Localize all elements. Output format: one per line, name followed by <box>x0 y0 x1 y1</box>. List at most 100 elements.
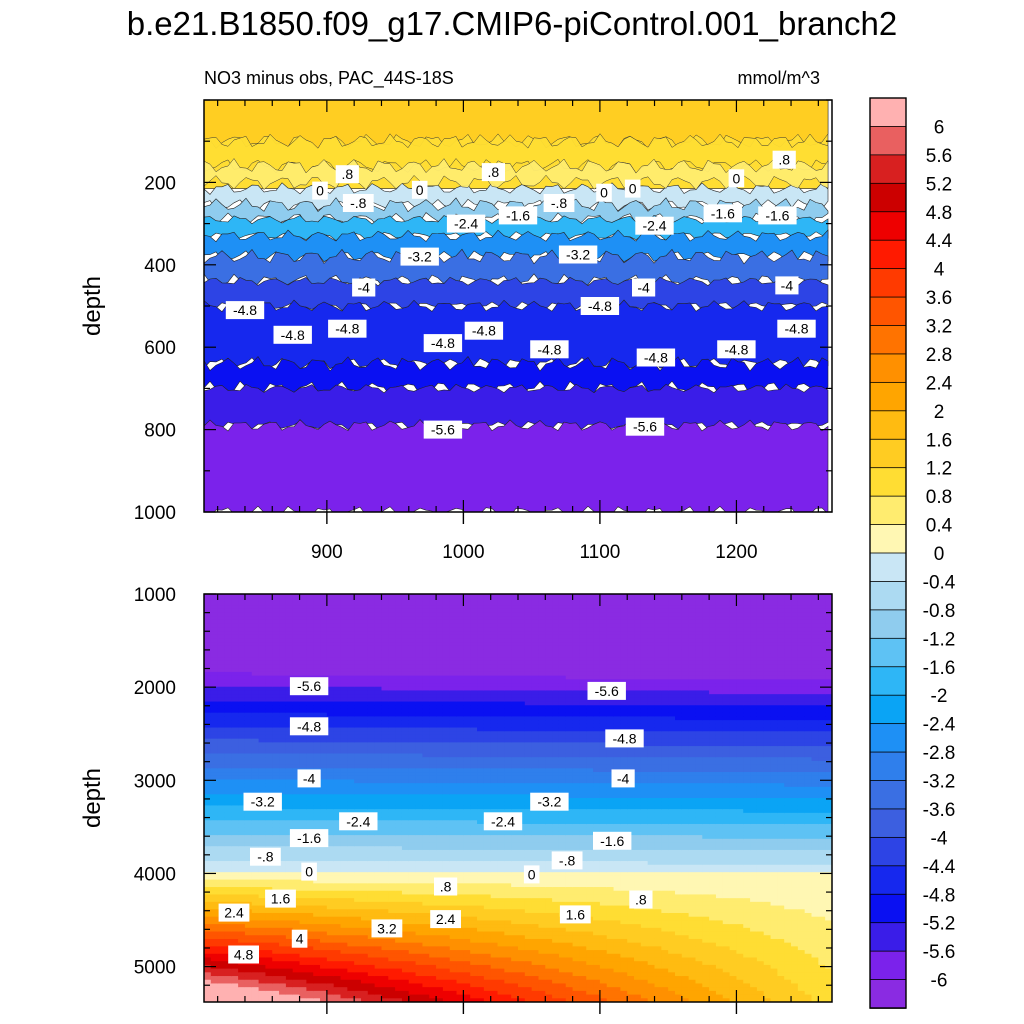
lower-cell <box>224 664 232 669</box>
lower-cell <box>470 594 478 599</box>
lower-cell <box>265 883 273 888</box>
lower-cell <box>326 727 335 732</box>
lower-cell <box>463 712 471 717</box>
lower-cell <box>299 657 307 662</box>
lower-cell <box>415 924 424 929</box>
lower-cell <box>204 927 212 933</box>
lower-cell <box>326 842 335 847</box>
lower-cell <box>415 938 424 944</box>
lower-cell <box>483 631 492 636</box>
lower-cell <box>347 798 355 803</box>
lower-cell <box>244 760 253 766</box>
lower-cell <box>436 638 444 643</box>
lower-cell <box>217 931 226 936</box>
lower-cell <box>217 883 226 888</box>
lower-cell <box>313 638 321 643</box>
lower-cell <box>381 853 389 858</box>
lower-cell <box>395 987 403 992</box>
lower-cell <box>204 616 212 621</box>
lower-cell <box>272 887 280 892</box>
lower-cell <box>354 838 362 844</box>
lower-cell <box>320 764 328 769</box>
lower-cell <box>313 608 321 614</box>
lower-cell <box>210 686 219 692</box>
lower-cell <box>415 801 424 807</box>
lower-cell <box>217 927 226 933</box>
lower-cell <box>449 820 458 825</box>
lower-cell <box>224 653 232 658</box>
lower-cell <box>340 631 348 636</box>
lower-cell <box>244 686 253 692</box>
lower-cell <box>258 976 267 981</box>
lower-cell <box>217 983 226 988</box>
lower-cell <box>313 790 321 795</box>
lower-cell <box>401 697 410 703</box>
lower-cell <box>217 857 226 862</box>
lower-cell <box>463 605 471 610</box>
contour-label-text: -4.8 <box>335 321 359 337</box>
lower-cell <box>401 864 410 870</box>
lower-cell <box>244 964 253 970</box>
lower-cell <box>477 671 485 677</box>
lower-cell <box>388 790 396 795</box>
lower-cell <box>395 901 403 907</box>
lower-cell <box>285 705 294 710</box>
lower-cell <box>490 872 499 877</box>
lower-cell <box>224 786 232 792</box>
lower-cell <box>217 746 226 751</box>
lower-cell <box>251 608 260 614</box>
lower-cell <box>347 616 355 621</box>
lower-cell <box>354 708 362 714</box>
lower-cell <box>470 772 478 777</box>
lower-cell <box>285 779 294 784</box>
lower-cell <box>299 976 307 981</box>
lower-cell <box>429 976 437 981</box>
lower-cell <box>326 786 335 792</box>
lower-cell <box>483 612 492 617</box>
lower-cell <box>483 694 492 699</box>
lower-cell <box>367 657 376 662</box>
lower-cell <box>388 723 396 729</box>
lower-cell <box>258 987 267 992</box>
lower-cell <box>374 786 383 792</box>
lower-cell <box>381 838 389 844</box>
lower-cell <box>210 634 219 640</box>
lower-cell <box>490 950 499 955</box>
lower-cell <box>320 901 328 907</box>
lower-cell <box>456 720 464 725</box>
lower-cell <box>367 942 376 947</box>
lower-cell <box>224 638 232 643</box>
lower-cell <box>395 809 403 814</box>
lower-cell <box>320 653 328 658</box>
lower-cell <box>347 868 355 873</box>
lower-cell <box>258 957 267 962</box>
lower-cell <box>279 812 287 818</box>
lower-cell <box>497 597 505 603</box>
lower-cell <box>449 638 458 643</box>
lower-cell <box>285 879 294 884</box>
lower-cell <box>204 634 212 640</box>
lower-cell <box>449 872 458 877</box>
lower-cell <box>449 898 458 903</box>
lower-cell <box>313 972 321 977</box>
lower-cell <box>374 872 383 877</box>
lower-cell <box>224 864 232 870</box>
upper-contour-label: -4.8 <box>328 319 367 338</box>
lower-cell <box>429 638 437 643</box>
lower-cell <box>231 987 239 992</box>
lower-cell <box>436 708 444 714</box>
lower-cell <box>347 627 355 632</box>
lower-cell <box>381 946 389 951</box>
lower-cell <box>224 938 232 944</box>
lower-cell <box>449 823 458 829</box>
lower-cell <box>415 861 424 866</box>
lower-cell <box>210 746 219 751</box>
lower-cell <box>374 994 383 999</box>
lower-cell <box>367 668 376 673</box>
lower-cell <box>340 909 348 914</box>
lower-cell <box>401 601 410 606</box>
lower-cell <box>463 619 471 625</box>
lower-cell <box>388 638 396 643</box>
lower-cell <box>415 764 424 769</box>
lower-cell <box>395 983 403 988</box>
